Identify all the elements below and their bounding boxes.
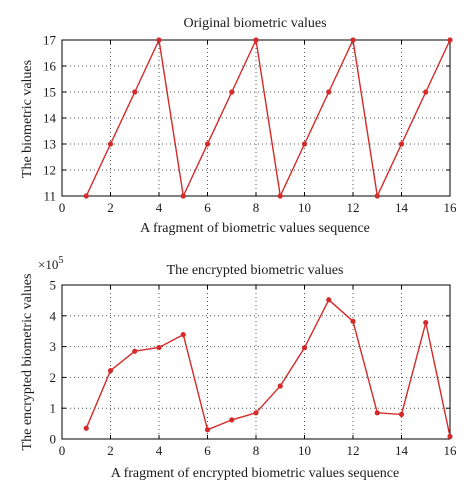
chart-title: Original biometric values: [183, 16, 326, 31]
x-axis-label: A fragment of encrypted biometric values…: [111, 466, 399, 481]
data-point: [277, 193, 283, 199]
data-point: [374, 193, 380, 199]
x-tick-label: 6: [204, 443, 211, 458]
data-point: [156, 37, 162, 43]
data-point: [229, 89, 235, 95]
data-point: [398, 141, 405, 147]
y-tick-label: 17: [43, 33, 57, 48]
data-point: [301, 345, 308, 351]
data-point: [447, 433, 453, 440]
x-tick-label: 6: [204, 200, 211, 215]
data-point: [180, 193, 186, 199]
x-tick-label: 10: [298, 200, 311, 215]
data-point: [204, 427, 211, 433]
multiplier-base: ×10: [38, 257, 58, 272]
y-tick-label: 12: [43, 163, 56, 178]
grid: [62, 40, 450, 196]
x-tick-label: 14: [395, 443, 409, 458]
data-point: [253, 37, 259, 43]
data-point: [180, 331, 186, 338]
y-tick-label: 1: [50, 401, 57, 416]
y-tick-label: 15: [43, 85, 56, 100]
chart-title: The encrypted biometric values: [167, 263, 344, 278]
series-line: [85, 37, 451, 199]
y-axis-multiplier: ×105: [38, 255, 63, 272]
data-point: [83, 193, 89, 199]
x-tick-label: 2: [107, 443, 114, 458]
data-point: [374, 410, 380, 416]
data-point: [107, 368, 114, 374]
y-tick-label: 11: [43, 189, 56, 204]
data-point: [326, 297, 332, 303]
series-line: [85, 298, 451, 437]
y-tick-label: 3: [50, 339, 57, 354]
data-point: [132, 348, 138, 354]
series: [83, 297, 453, 440]
data-point: [156, 344, 162, 351]
y-tick-label: 4: [50, 308, 57, 323]
x-tick-label: 8: [253, 200, 260, 215]
data-point: [253, 410, 259, 416]
series: [83, 37, 453, 199]
data-point: [277, 383, 283, 389]
x-tick-label: 12: [347, 200, 360, 215]
x-tick-label: 16: [444, 443, 458, 458]
original-values-chart: Original biometric values 0 2 4 6 8 10 12 14 16 1…: [20, 16, 457, 236]
data-point: [132, 89, 138, 95]
x-tick-label: 2: [107, 200, 114, 215]
data-point: [398, 411, 405, 417]
data-point: [204, 141, 211, 147]
data-point: [301, 141, 308, 147]
data-point: [350, 37, 356, 43]
y-tick-label: 14: [43, 111, 57, 126]
x-tick-label: 10: [298, 443, 311, 458]
x-tick-label: 14: [395, 200, 409, 215]
axis-ticks: 0 2 4 6 8 10 12 14 16 11 12 13 14 15 16 17: [43, 33, 457, 216]
data-point: [83, 425, 89, 431]
x-tick-label: 16: [444, 200, 458, 215]
x-tick-label: 0: [59, 443, 66, 458]
x-tick-label: 4: [156, 200, 163, 215]
data-point: [326, 89, 332, 95]
data-point: [107, 141, 114, 147]
y-axis-label: The encrypted biometric values: [20, 274, 35, 451]
x-tick-label: 8: [253, 443, 260, 458]
grid: [62, 285, 450, 439]
x-tick-label: 0: [59, 200, 66, 215]
data-point: [229, 417, 235, 423]
data-point: [423, 89, 429, 95]
y-axis-label: The biometric values: [20, 60, 35, 178]
x-tick-label: 4: [156, 443, 163, 458]
y-tick-label: 0: [50, 432, 57, 447]
y-tick-label: 5: [50, 278, 57, 293]
y-tick-label: 2: [50, 370, 57, 385]
x-axis-label: A fragment of biometric values sequence: [140, 221, 370, 236]
data-point: [423, 319, 429, 326]
y-tick-label: 16: [43, 59, 57, 74]
x-tick-label: 12: [347, 443, 360, 458]
y-tick-label: 13: [43, 137, 56, 152]
data-point: [447, 37, 453, 43]
data-point: [350, 318, 356, 324]
multiplier-exponent: 5: [58, 255, 63, 266]
